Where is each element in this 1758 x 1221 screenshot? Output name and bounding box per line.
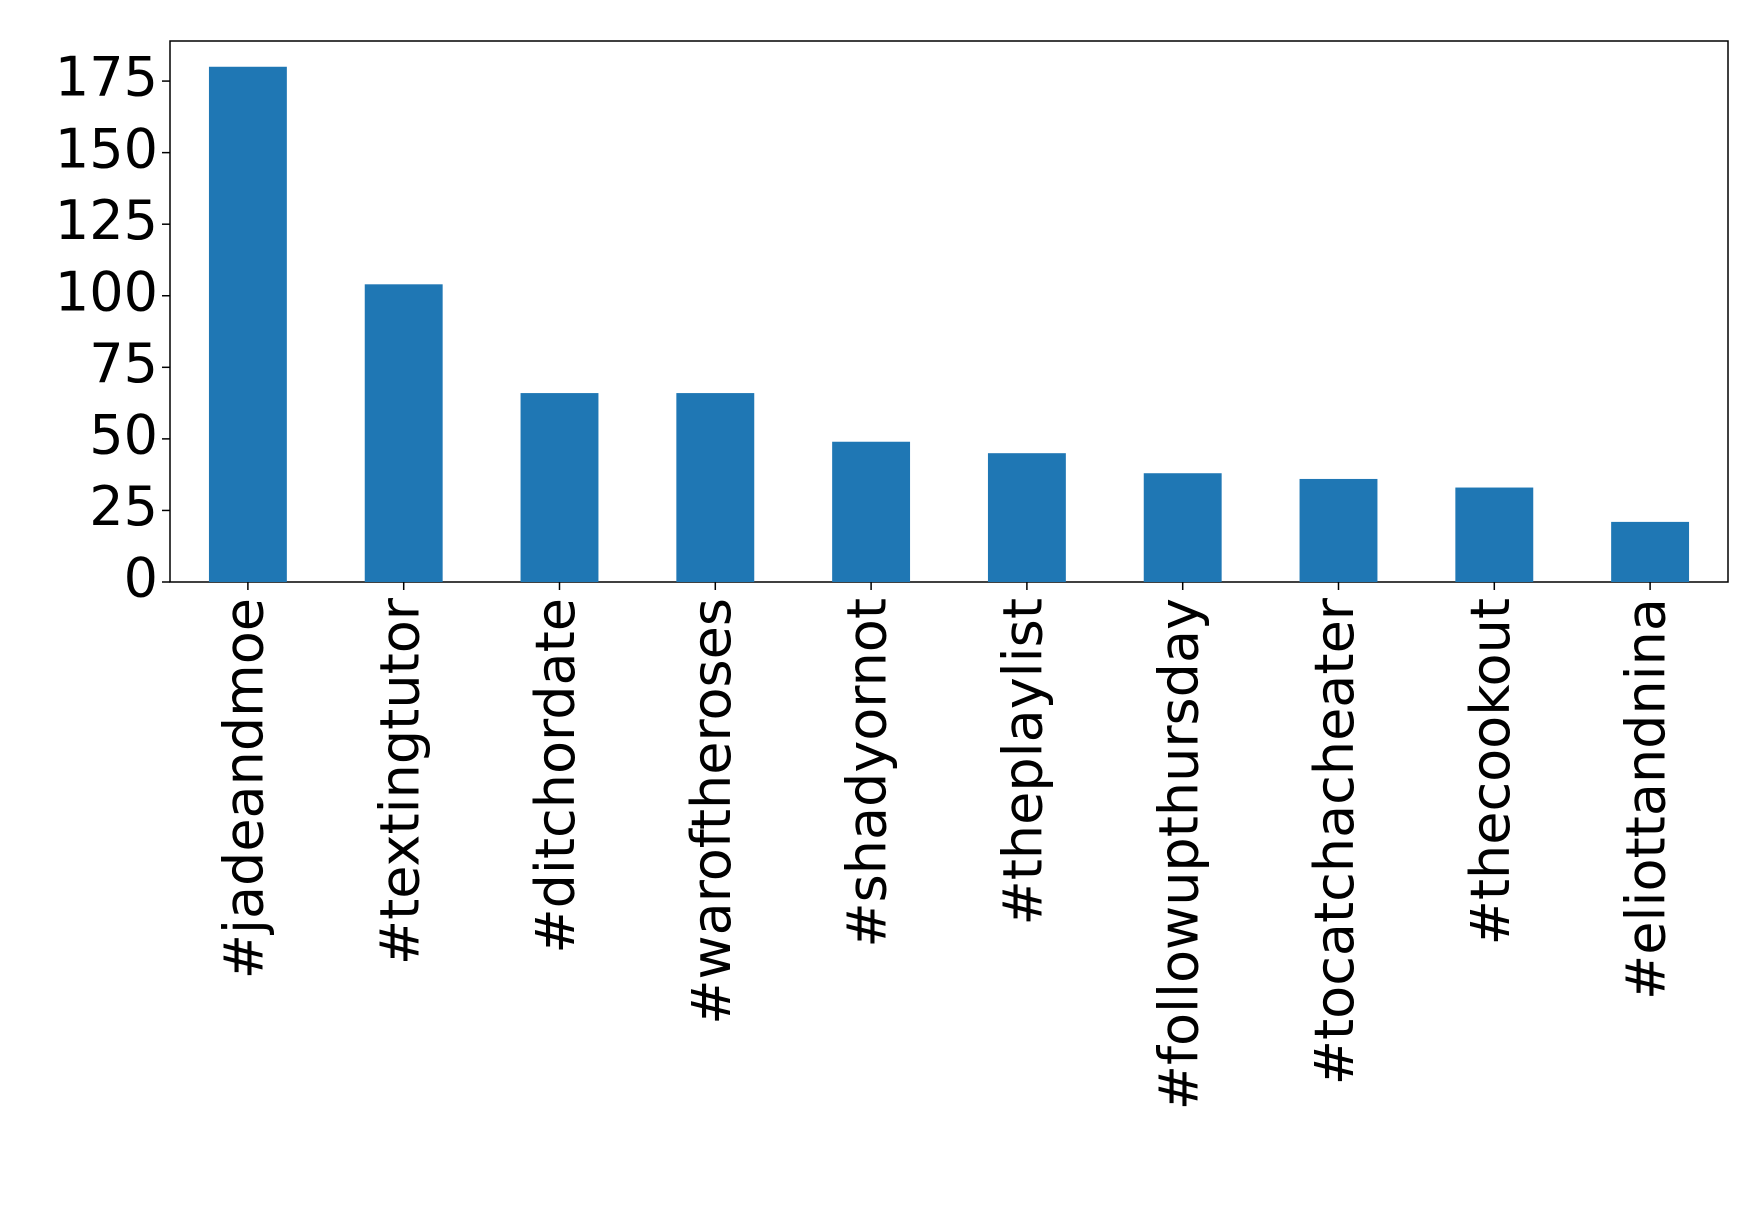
bar (1455, 487, 1534, 582)
bar (1611, 521, 1690, 582)
x-tick-label: #shadyornot (836, 598, 899, 948)
y-tick-label: 75 (89, 332, 158, 395)
y-tick-label: 50 (89, 404, 158, 467)
bar (832, 441, 911, 582)
x-tick-label: #waroftheroses (680, 598, 743, 1025)
bar (208, 66, 287, 582)
x-tick-label: #thecookout (1459, 598, 1522, 945)
bar (676, 393, 755, 582)
x-tick-label: #theplaylist (992, 598, 1055, 926)
plot-frame (169, 40, 1729, 583)
y-tick-label: 125 (55, 189, 158, 252)
x-tick-label: #textingtutor (368, 597, 431, 965)
x-tick-label: #ditchordate (524, 598, 587, 954)
bar (364, 284, 443, 582)
x-tick-label: #followupthursday (1147, 598, 1210, 1110)
bar (520, 393, 599, 582)
y-tick-label: 100 (55, 260, 158, 323)
y-tick-label: 0 (124, 547, 158, 610)
bar (1299, 478, 1378, 582)
bar (987, 453, 1066, 582)
y-tick-label: 175 (55, 46, 158, 109)
bar (1143, 473, 1222, 582)
x-tick-label: #eliottandnina (1615, 598, 1678, 1000)
y-tick-label: 150 (55, 117, 158, 180)
y-tick-label: 25 (89, 475, 158, 538)
x-tick-label: #jadeandmoe (213, 598, 276, 979)
x-tick-label: #tocatchacheater (1303, 597, 1366, 1085)
